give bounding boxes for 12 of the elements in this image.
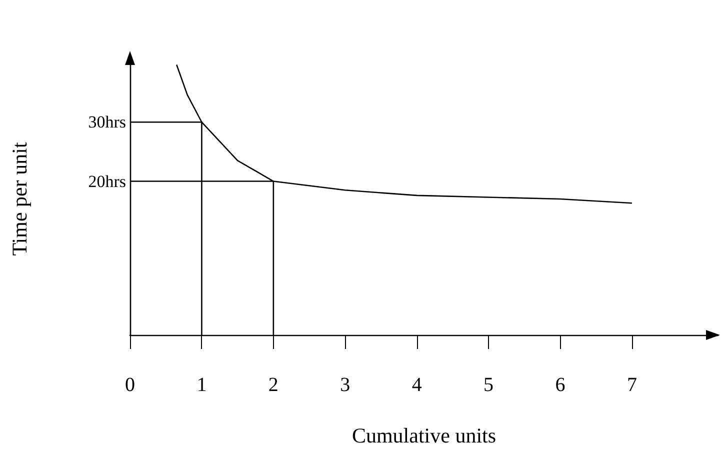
x-tick-label: 5	[484, 374, 494, 396]
x-tick-label: 7	[626, 374, 637, 396]
x-tick-label: 6	[555, 374, 566, 396]
x-tick-label: 4	[412, 374, 422, 396]
y-tick-label: 20hrs	[88, 172, 126, 191]
x-tick-label: 1	[196, 374, 207, 396]
x-tick-label: 0	[125, 374, 135, 396]
y-tick-label: 30hrs	[88, 112, 126, 132]
x-axis-title: Cumulative units	[352, 424, 496, 448]
x-tick-label: 2	[268, 374, 278, 396]
y-axis-title: Time per unit	[8, 142, 32, 256]
x-tick-label: 3	[340, 374, 350, 396]
